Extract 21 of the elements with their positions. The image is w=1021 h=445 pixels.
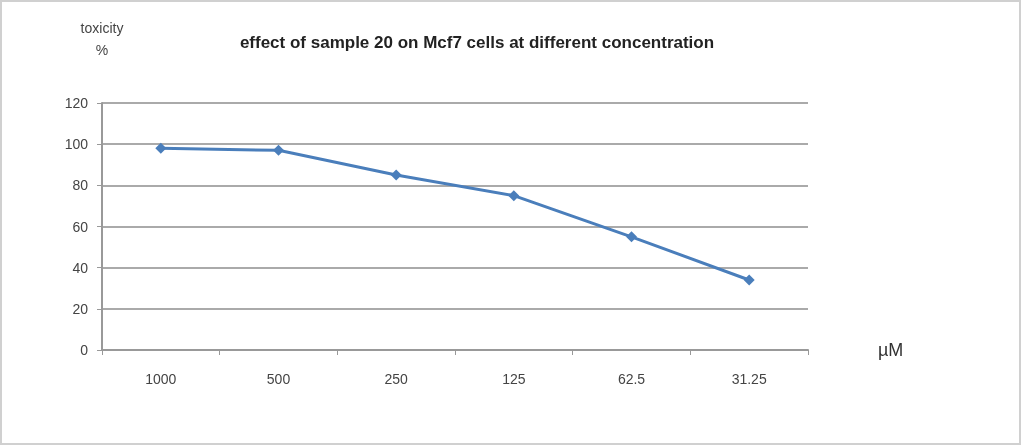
- x-tick-label: 500: [266, 371, 291, 387]
- point: [743, 274, 755, 286]
- x-axis-title: µM: [878, 340, 904, 360]
- y-tick-label: 100: [64, 136, 89, 153]
- y-tick-label: 80: [72, 177, 89, 194]
- x-tick-label: 125: [502, 371, 526, 387]
- chart-title: effect of sample 20 on Mcf7 cells at different concentration: [239, 33, 715, 52]
- y-tick-label: 40: [72, 259, 89, 276]
- x-tick-label: 31.25: [731, 371, 767, 387]
- y-tick-label: 20: [72, 300, 89, 317]
- y-axis-title: toxicity %: [80, 20, 124, 58]
- point: [508, 190, 520, 202]
- y-tick-label: 120: [64, 95, 89, 111]
- x-tick-label: 62.5: [617, 371, 646, 387]
- point: [626, 231, 637, 243]
- y-tick-label: 60: [72, 218, 89, 235]
- x-tick-label: 1000: [145, 371, 177, 387]
- y-tick-label: 0: [80, 342, 89, 358]
- point: [273, 144, 284, 156]
- point: [390, 169, 402, 181]
- x-tick-label: 250: [384, 371, 409, 387]
